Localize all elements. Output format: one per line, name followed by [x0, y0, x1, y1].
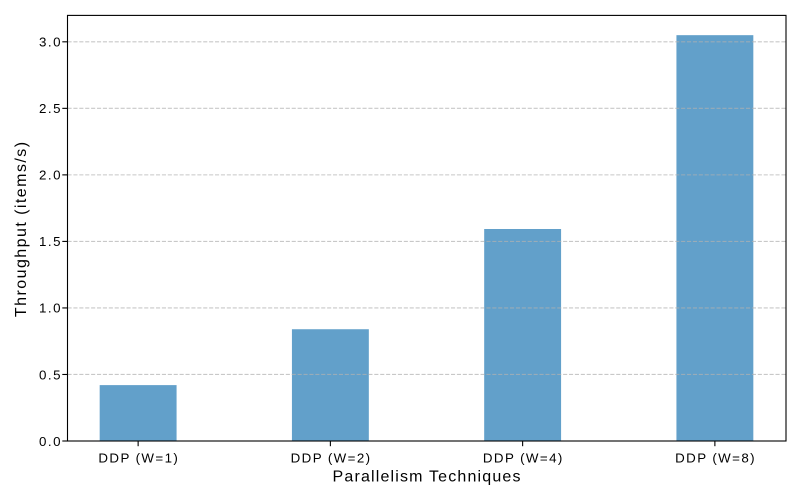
svg-text:0.5: 0.5 — [39, 367, 62, 382]
svg-text:DDP (W=1): DDP (W=1) — [98, 450, 179, 465]
svg-text:1.5: 1.5 — [39, 234, 62, 249]
svg-text:2.0: 2.0 — [39, 168, 62, 183]
svg-text:0.0: 0.0 — [39, 434, 62, 449]
svg-text:2.5: 2.5 — [39, 101, 62, 116]
svg-text:3.0: 3.0 — [39, 35, 62, 50]
svg-text:DDP (W=8): DDP (W=8) — [675, 450, 756, 465]
svg-text:DDP (W=4): DDP (W=4) — [483, 450, 564, 465]
svg-text:Parallelism Techniques: Parallelism Techniques — [333, 469, 522, 486]
svg-text:Throughput (items/s): Throughput (items/s) — [13, 140, 30, 317]
svg-text:1.0: 1.0 — [39, 301, 62, 316]
svg-text:DDP (W=2): DDP (W=2) — [291, 450, 372, 465]
